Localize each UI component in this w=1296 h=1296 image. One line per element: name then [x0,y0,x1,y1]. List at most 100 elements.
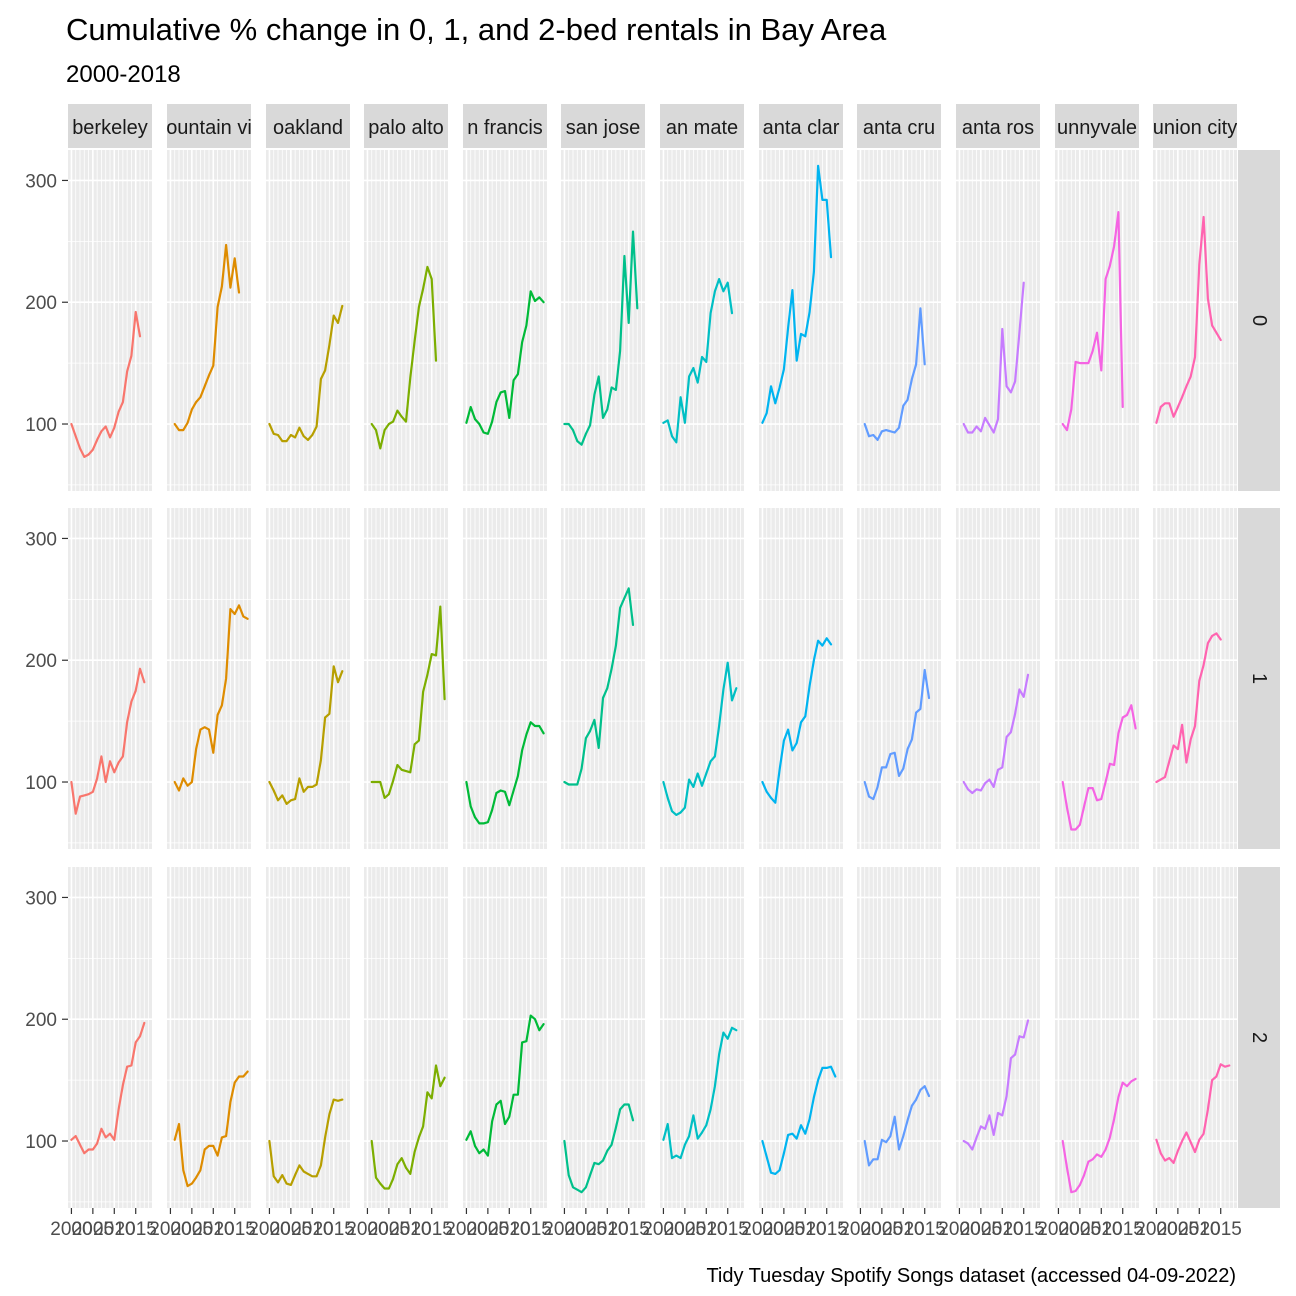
x-tick-label: 2005 [368,1219,410,1240]
series-line-san-mateo-2 [662,1026,738,1160]
series-line-san-francisco-1 [465,721,545,825]
x-tick-label: 2005 [960,1219,1002,1240]
y-tick-label: 200 [25,293,57,314]
x-tick-label: 2010 [93,1219,135,1240]
series-line-san-mateo-0 [662,278,734,444]
x-tick-label: 2000 [543,1219,585,1240]
series-line-santa-rosa-2 [962,1019,1030,1151]
x-tick-label: 2000 [50,1219,92,1240]
x-tick-label: 2015 [313,1219,355,1240]
x-tick-label: 2010 [882,1219,924,1240]
x-tick-label: 2005 [763,1219,805,1240]
x-tick-label: 2005 [1059,1219,1101,1240]
x-tick-label: 2000 [248,1219,290,1240]
facet-strip-mountain-view [167,104,251,148]
facet-strip-label: anta ros [962,117,1034,139]
facet-strip-label: ountain vi [166,117,252,139]
series-line-sunnyvale-0 [1061,211,1124,432]
x-tick-label: 2015 [904,1219,946,1240]
chart-subtitle: 2000-2018 [66,61,181,88]
x-tick-label: 2005 [861,1219,903,1240]
x-tick-label: 2005 [270,1219,312,1240]
x-tick-label: 2005 [1157,1219,1199,1240]
series-line-mountain-view-2 [173,1070,249,1188]
x-tick-label: 2000 [1135,1219,1177,1240]
x-tick-label: 2000 [938,1219,980,1240]
x-tick-label: 2000 [1037,1219,1079,1240]
x-tick-label: 2015 [411,1219,453,1240]
y-tick-label: 300 [25,171,57,192]
facet-strip-label: san jose [566,117,641,139]
series-line-san-jose-0 [563,230,639,446]
series-line-santa-cruz-0 [863,307,926,441]
x-tick-label: 2005 [664,1219,706,1240]
facet-strip-santa-rosa [956,104,1040,148]
facet-strip-santa-clara [759,104,843,148]
x-tick-label: 2010 [389,1219,431,1240]
facet-strip-label: berkeley [72,117,148,139]
facet-strip-label: palo alto [368,117,444,139]
series-line-santa-rosa-0 [962,281,1025,434]
x-tick-label: 2010 [291,1219,333,1240]
row-strip-0 [1238,150,1280,491]
x-tick-label: 2010 [784,1219,826,1240]
series-line-san-mateo-1 [662,661,738,816]
series-line-oakland-0 [268,304,344,443]
facet-strip-san-mateo [660,104,744,148]
x-tick-label: 2005 [171,1219,213,1240]
x-tick-label: 2010 [685,1219,727,1240]
series-line-santa-clara-1 [761,637,833,804]
x-tick-label: 2015 [707,1219,749,1240]
x-tick-label: 2015 [510,1219,552,1240]
series-line-santa-cruz-2 [863,1085,931,1167]
y-tick-label: 300 [25,888,57,909]
x-tick-label: 2000 [642,1219,684,1240]
x-tick-label: 2005 [565,1219,607,1240]
facet-strip-santa-cruz [857,104,941,148]
facet-strip-palo-alto [364,104,448,148]
y-tick-label: 300 [25,529,57,550]
series-line-union-city-1 [1155,632,1222,784]
facet-grid: berkeley ountain vi oakland palo alto n fran… [25,104,1280,1240]
x-tick-label: 2005 [467,1219,509,1240]
series-line-san-jose-1 [563,587,635,786]
row-strip-label: 2 [1248,1032,1270,1043]
series-line-san-francisco-2 [465,1014,545,1157]
x-tick-label: 2010 [586,1219,628,1240]
x-tick-label: 2010 [1080,1219,1122,1240]
series-line-union-city-2 [1155,1063,1231,1164]
facet-strip-label: anta clar [763,117,840,139]
x-tick-label: 2015 [806,1219,848,1240]
y-tick-label: 100 [25,415,57,436]
x-tick-label: 2015 [1200,1219,1242,1240]
y-tick-label: 200 [25,1010,57,1031]
facet-strip-san-francisco [463,104,547,148]
y-tick-label: 100 [25,1132,57,1153]
series-line-santa-rosa-1 [962,673,1030,795]
chart-caption: Tidy Tuesday Spotify Songs dataset (acce… [706,1265,1236,1287]
x-tick-label: 2000 [445,1219,487,1240]
x-tick-label: 2000 [346,1219,388,1240]
series-line-san-jose-2 [563,1103,635,1194]
x-tick-label: 2010 [981,1219,1023,1240]
series-line-palo-alto-2 [370,1064,446,1190]
facet-strip-berkeley [68,104,152,148]
row-strip-label: 0 [1248,315,1270,326]
series-line-santa-cruz-1 [863,668,931,801]
facet-strip-oakland [266,104,350,148]
x-tick-label: 2000 [839,1219,881,1240]
row-strip-2 [1238,867,1280,1208]
series-line-oakland-2 [268,1098,344,1186]
series-line-mountain-view-1 [173,604,249,792]
x-tick-label: 2010 [1178,1219,1220,1240]
x-tick-label: 2010 [192,1219,234,1240]
facet-strip-union-city [1153,104,1237,148]
x-tick-label: 2010 [488,1219,530,1240]
facet-strip-label: union city [1153,117,1238,139]
row-strip-1 [1238,508,1280,849]
row-strip-label: 1 [1248,673,1270,684]
series-line-palo-alto-1 [370,605,446,799]
series-line-berkeley-1 [70,667,146,815]
series-line-mountain-view-0 [173,243,241,432]
series-line-berkeley-0 [70,310,142,458]
